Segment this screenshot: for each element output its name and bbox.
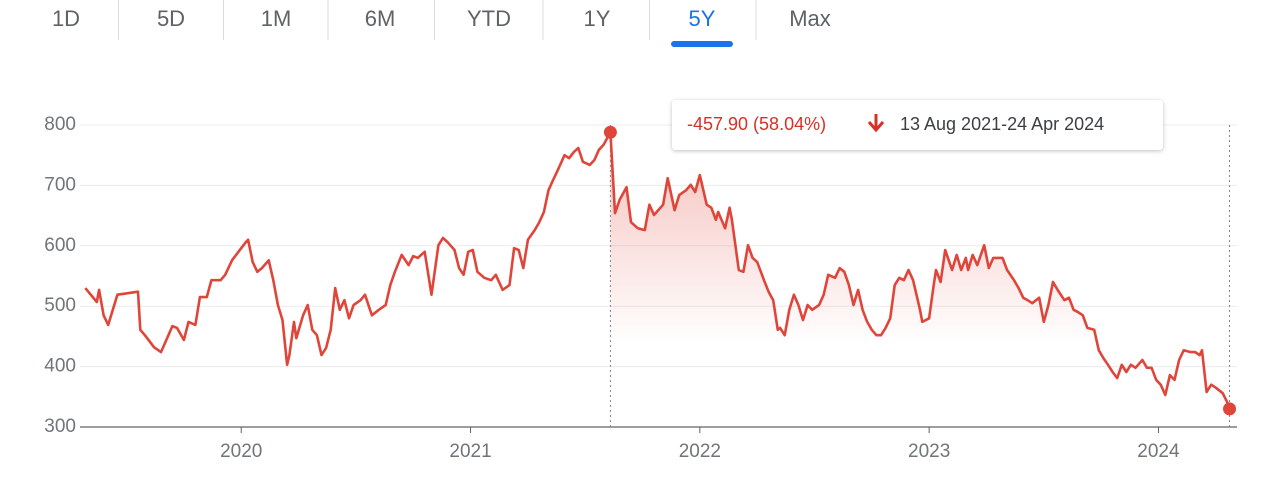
- y-tick-label: 400: [44, 356, 76, 377]
- y-tick-label: 800: [44, 114, 76, 135]
- range-tab[interactable]: 1D: [52, 6, 80, 31]
- range-tab[interactable]: 5D: [157, 6, 185, 31]
- selected-tab-indicator: [671, 41, 733, 47]
- period-label: 13 Aug 2021-24 Apr 2024: [900, 114, 1104, 134]
- x-tick-label: 2020: [220, 441, 262, 462]
- range-tab[interactable]: 1M: [261, 6, 292, 31]
- range-tab[interactable]: Max: [789, 6, 831, 31]
- y-tick-label: 500: [44, 295, 76, 316]
- price-line: [84, 130, 1231, 410]
- range-tabs: 1D 5D 1M 6M YTD 1Y 5Y Max: [52, 0, 831, 47]
- plot: [84, 125, 1237, 427]
- change-label: -457.90 (58.04%): [687, 114, 826, 134]
- range-tab[interactable]: 1Y: [584, 6, 611, 31]
- y-tick-label: 700: [44, 174, 76, 195]
- x-tick-label: 2022: [679, 441, 721, 462]
- x-tick-label: 2023: [908, 441, 950, 462]
- range-fill: [610, 132, 1230, 427]
- range-tab[interactable]: 5Y: [689, 6, 716, 31]
- range-tab[interactable]: 6M: [365, 6, 396, 31]
- range-tab[interactable]: YTD: [467, 6, 511, 31]
- tooltip-box: [672, 100, 1163, 150]
- x-tick-label: 2021: [449, 441, 491, 462]
- y-tick-label: 300: [44, 416, 76, 437]
- tooltip: -457.90 (58.04%) 13 Aug 2021-24 Apr 2024: [672, 100, 1163, 150]
- range-endpoint: [603, 125, 617, 139]
- range-endpoint: [1223, 402, 1237, 416]
- y-tick-label: 600: [44, 235, 76, 256]
- x-tick-label: 2024: [1137, 441, 1180, 462]
- down-arrow-icon: [867, 114, 885, 133]
